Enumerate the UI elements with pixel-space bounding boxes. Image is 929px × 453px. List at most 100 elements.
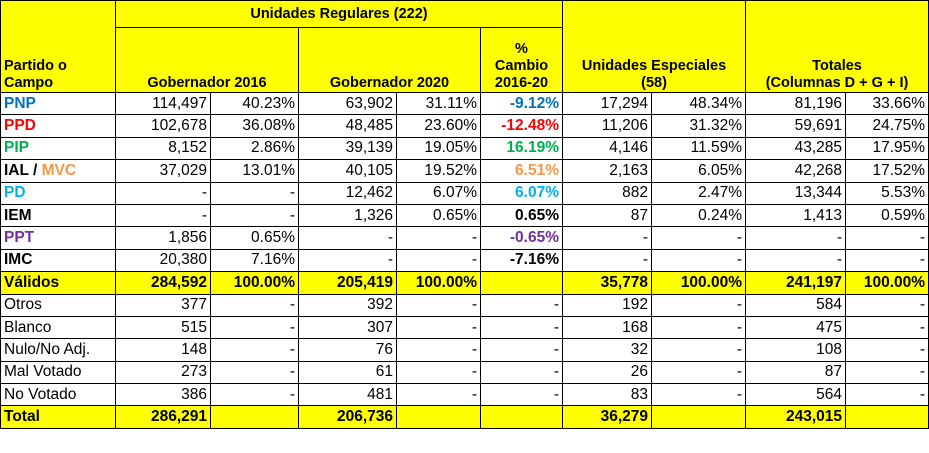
cell: 23.60% bbox=[396, 114, 481, 138]
cell: - bbox=[650, 338, 747, 362]
table-row: Nulo/No Adj. 148-76- -32-108- bbox=[0, 338, 929, 362]
cell: - bbox=[845, 293, 929, 317]
table-row: PPT 1,856 0.65% - - -0.65% - - - - bbox=[0, 226, 929, 250]
cell: 26 bbox=[562, 360, 652, 385]
results-table: Partido o Campo Unidades Regulares (222) … bbox=[0, 0, 929, 429]
cell: 102,678 bbox=[115, 114, 211, 138]
cell: 17.52% bbox=[845, 159, 929, 183]
table-row: PD - -12,462 6.07% 6.07% 882 2.47% 13,344 5.53% bbox=[0, 181, 929, 205]
header-line: (58) bbox=[641, 75, 667, 91]
cell: - bbox=[396, 226, 481, 250]
cell: 12,462 bbox=[298, 181, 397, 205]
cell: - bbox=[650, 293, 747, 317]
cell: - bbox=[396, 248, 481, 273]
cell: - bbox=[845, 248, 929, 273]
label-part: IAL bbox=[4, 161, 29, 179]
cell: - bbox=[480, 383, 563, 407]
cell: - bbox=[745, 226, 847, 250]
cell: 40.23% bbox=[210, 91, 299, 116]
row-label: No Votado bbox=[0, 383, 116, 407]
header-line: Cambio bbox=[494, 58, 549, 74]
row-label: Nulo/No Adj. bbox=[0, 338, 116, 362]
cell: 31.32% bbox=[650, 114, 747, 138]
cell: - bbox=[650, 226, 747, 250]
header-line: Totales bbox=[812, 58, 862, 74]
cell: 0.65% bbox=[396, 203, 481, 228]
label-part: PD bbox=[4, 184, 26, 202]
cell: - bbox=[210, 383, 299, 407]
cell: 100.00% bbox=[396, 271, 481, 295]
header-line: Campo bbox=[4, 75, 54, 91]
cell: 87 bbox=[745, 360, 847, 385]
cell: 11.59% bbox=[650, 136, 747, 161]
cell: 481 bbox=[298, 383, 397, 407]
cell: - bbox=[210, 181, 299, 205]
cell: 13,344 bbox=[745, 181, 847, 205]
cell: 7.16% bbox=[210, 248, 299, 273]
cell: 1,856 bbox=[115, 226, 211, 250]
cell: - bbox=[845, 226, 929, 250]
cell: 19.52% bbox=[396, 159, 481, 183]
cell: - bbox=[562, 248, 652, 273]
cell: 61 bbox=[298, 360, 397, 385]
label-part: No Votado bbox=[4, 385, 77, 403]
cell: - bbox=[845, 338, 929, 362]
table-row: Válidos 284,592 100.00% 205,419 100.00% 35,77… bbox=[0, 271, 929, 295]
cell: 39,139 bbox=[298, 136, 397, 161]
cell: 37,029 bbox=[115, 159, 211, 183]
cell: 377 bbox=[115, 293, 211, 317]
header-totals: Totales (Columnas D + G + I) bbox=[745, 0, 929, 93]
table-row: Mal Votado 273-61- -26-87- bbox=[0, 360, 929, 385]
cell: - bbox=[480, 360, 563, 385]
header-line: (Columnas D + G + I) bbox=[765, 75, 909, 91]
header-line: Partido o bbox=[4, 58, 67, 74]
cell: 48.34% bbox=[650, 91, 747, 116]
cell: 76 bbox=[298, 338, 397, 362]
cell: 42,268 bbox=[745, 159, 847, 183]
cell: 43,285 bbox=[745, 136, 847, 161]
cell: 17,294 bbox=[562, 91, 652, 116]
cell: - bbox=[115, 181, 211, 205]
cell: - bbox=[480, 293, 563, 317]
cell: 284,592 bbox=[115, 271, 211, 295]
cell: - bbox=[562, 226, 652, 250]
label-part: Mal Votado bbox=[4, 363, 82, 381]
cell: 515 bbox=[115, 315, 211, 340]
cell: 2,163 bbox=[562, 159, 652, 183]
cell: 882 bbox=[562, 181, 652, 205]
label-part: Otros bbox=[4, 296, 42, 314]
header-gov2020: Gobernador 2020 bbox=[298, 27, 481, 93]
cell: - bbox=[210, 315, 299, 340]
header-special: Unidades Especiales (58) bbox=[561, 0, 747, 93]
cell: 114,497 bbox=[115, 91, 211, 116]
row-label: Mal Votado bbox=[0, 360, 116, 385]
cell: 48,485 bbox=[298, 114, 397, 138]
cell: 6.07% bbox=[396, 181, 481, 205]
label-part: IEM bbox=[4, 206, 32, 224]
cell: 205,419 bbox=[298, 271, 397, 295]
cell: 83 bbox=[562, 383, 652, 407]
row-label: PIP bbox=[0, 136, 116, 161]
row-label: PNP bbox=[0, 91, 116, 116]
row-label: IAL / MVC bbox=[0, 159, 116, 183]
header-line: 2016-20 bbox=[494, 75, 549, 91]
row-label: PPT bbox=[0, 226, 116, 250]
cell bbox=[845, 405, 929, 429]
cell: - bbox=[845, 315, 929, 340]
cell: - bbox=[396, 383, 481, 407]
cell: - bbox=[745, 248, 847, 273]
label-part: PNP bbox=[4, 94, 36, 112]
header-line: Gobernador 2016 bbox=[147, 75, 267, 91]
cell: 307 bbox=[298, 315, 397, 340]
header-line: Gobernador 2020 bbox=[329, 75, 450, 91]
header-change: % Cambio 2016-20 bbox=[480, 27, 563, 93]
cell: - bbox=[298, 226, 397, 250]
cell: 564 bbox=[745, 383, 847, 407]
header-gov2016: Gobernador 2016 bbox=[115, 27, 299, 93]
cell: - bbox=[845, 360, 929, 385]
cell: 241,197 bbox=[745, 271, 847, 295]
cell: - bbox=[396, 338, 481, 362]
label-part: PPT bbox=[4, 229, 35, 247]
cell: - bbox=[480, 338, 563, 362]
table-row: IMC 20,380 7.16% - - -7.16% - - - - bbox=[0, 248, 929, 273]
